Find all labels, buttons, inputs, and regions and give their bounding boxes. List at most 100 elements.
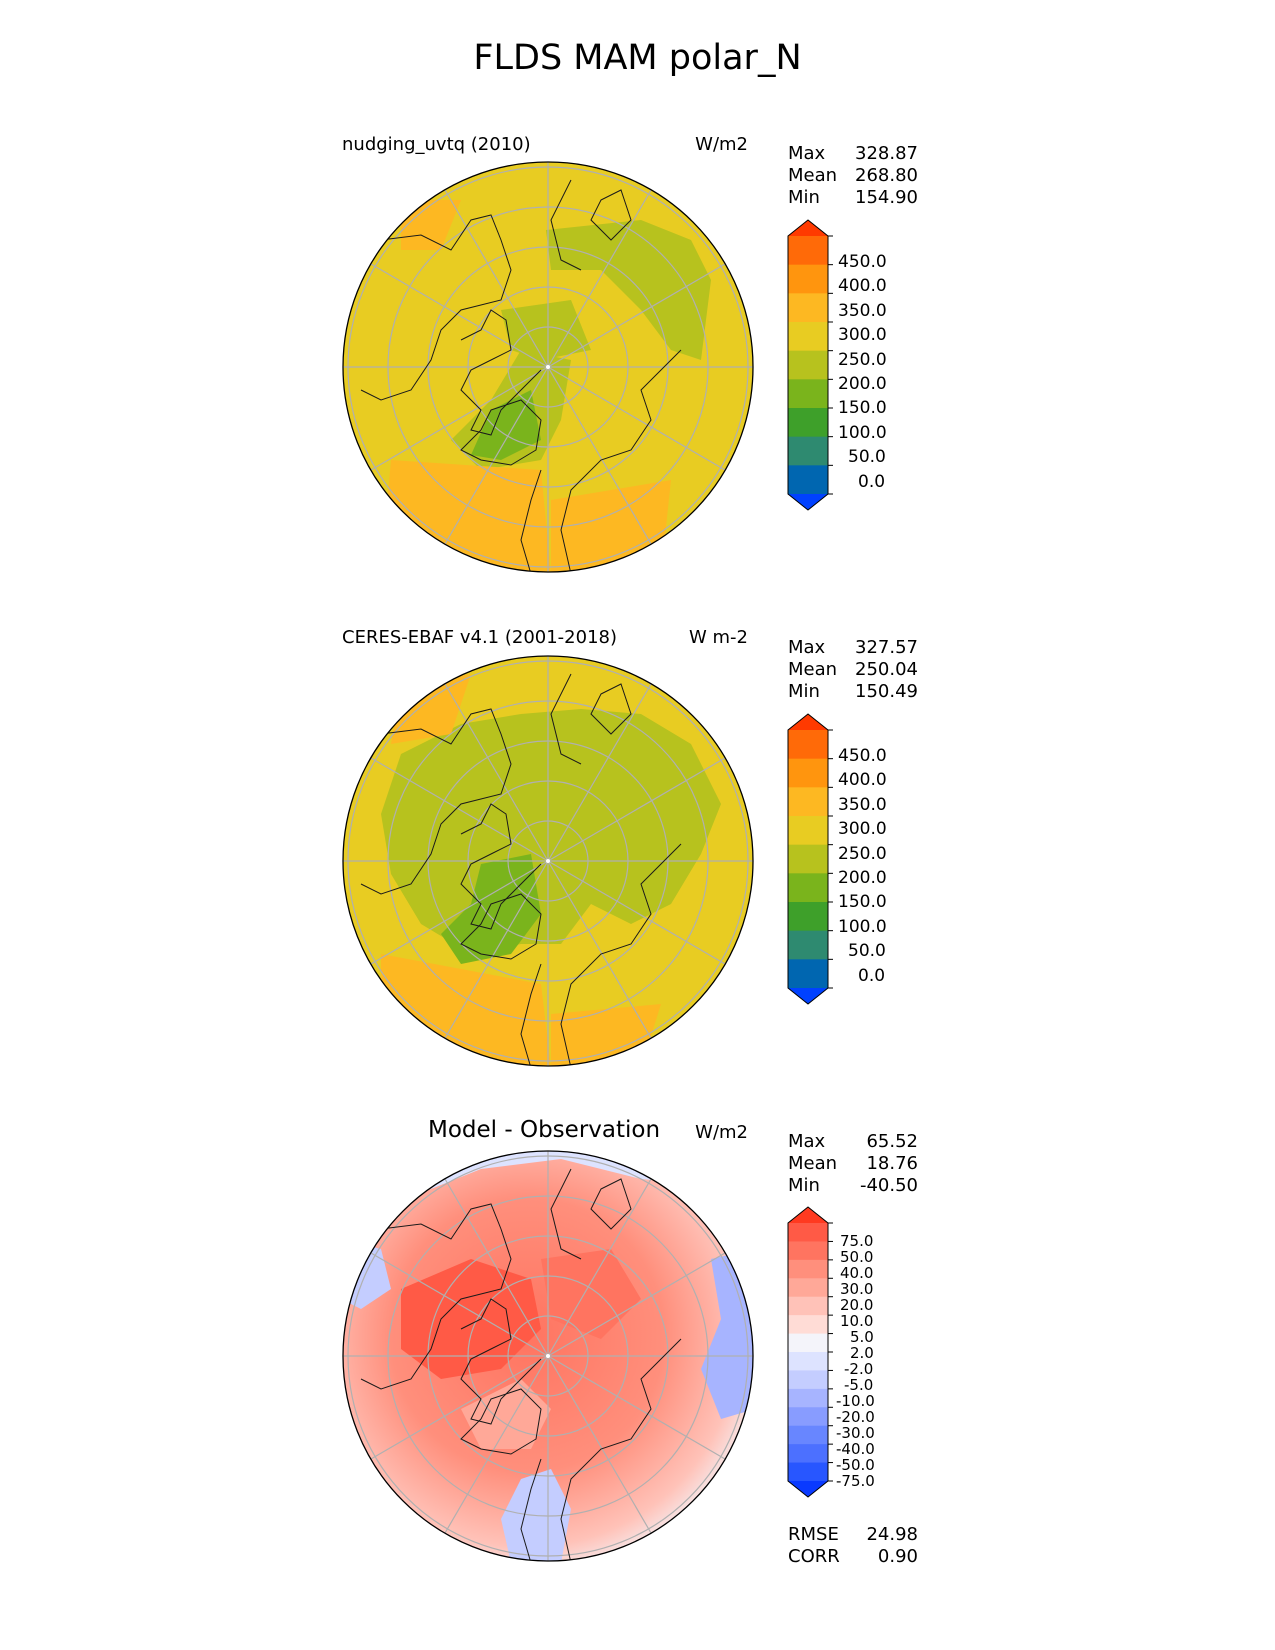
pole-marker <box>546 859 550 863</box>
pole-marker <box>546 1354 550 1358</box>
colorbar-tick-label: 150.0 <box>838 892 887 912</box>
colorbar-tick-label: 0.0 <box>858 966 886 986</box>
colorbar-segment <box>788 1296 828 1316</box>
panel-2-colorbar-labels: 450.0 400.0 350.0 300.0 250.0 200.0 150.… <box>836 714 916 1004</box>
panel-2-map <box>342 655 754 1067</box>
stat-mean: Mean 250.04 <box>788 659 918 680</box>
panel-3-stats: Max 65.52 Mean 18.76 Min -40.50 <box>788 1131 918 1197</box>
colorbar-tick-label: -10.0 <box>836 1392 875 1410</box>
colorbar-segment <box>788 730 828 760</box>
panel-3-title: Model - Observation <box>428 1117 661 1143</box>
colorbar-tick-label: -75.0 <box>836 1472 875 1490</box>
stat-max: Max 65.52 <box>788 1131 918 1152</box>
panel-2-colorbar <box>787 713 833 1005</box>
colorbar-segment <box>788 408 828 438</box>
colorbar-tick-label: -50.0 <box>836 1456 875 1474</box>
field-region <box>401 1259 541 1379</box>
colorbar-segment <box>788 436 828 466</box>
colorbar-tick-label: -2.0 <box>844 1360 874 1378</box>
colorbar-segment <box>788 1462 828 1482</box>
colorbar-segment <box>788 1315 828 1335</box>
colorbar-tick-label: 250.0 <box>838 844 887 864</box>
colorbar-segment <box>788 787 828 817</box>
colorbar-tick-label: 0.0 <box>858 472 886 492</box>
field-region <box>401 200 461 250</box>
colorbar-tick-label: 300.0 <box>838 325 887 345</box>
colorbar-extend-min <box>788 494 828 510</box>
colorbar-tick-label: 50.0 <box>848 447 886 467</box>
graticule <box>343 162 753 572</box>
stat-mean: Mean 18.76 <box>788 1153 918 1174</box>
colorbar-segment <box>788 322 828 352</box>
colorbar-segment <box>788 1333 828 1353</box>
colorbar-tick-label: -40.0 <box>836 1440 875 1458</box>
field-region <box>501 300 591 360</box>
colorbar-segment <box>788 1444 828 1464</box>
pole-marker <box>546 365 550 369</box>
colorbar-tick-label: 2.0 <box>850 1344 874 1362</box>
colorbar-segment <box>788 264 828 294</box>
colorbar-extend-min <box>788 1481 828 1497</box>
colorbar-segment <box>788 873 828 903</box>
stat-max: Max 327.57 <box>788 637 918 658</box>
colorbar-tick-label: 30.0 <box>840 1280 874 1298</box>
colorbar-tick-label: 5.0 <box>850 1328 874 1346</box>
map-boundary <box>342 1150 754 1562</box>
panel-3-colorbar-labels: 75.0 50.0 40.0 30.0 20.0 10.0 5.0 2.0 -2… <box>836 1207 916 1497</box>
colorbar-segment <box>788 1425 828 1445</box>
colorbar-segment <box>788 465 828 495</box>
colorbar-tick-label: 200.0 <box>838 868 887 888</box>
panel-3-colorbar <box>787 1206 833 1498</box>
metric-corr: CORR 0.90 <box>788 1546 918 1567</box>
panel-2-stats: Max 327.57 Mean 250.04 Min 150.49 <box>788 637 918 703</box>
field-region <box>546 220 711 360</box>
map-boundary <box>342 161 754 573</box>
colorbar-tick-label: -20.0 <box>836 1408 875 1426</box>
panel-1-colorbar-labels: 450.0 400.0 350.0 300.0 250.0 200.0 150.… <box>836 220 916 510</box>
colorbar-segment <box>788 902 828 932</box>
stat-min: Min 150.49 <box>788 681 918 702</box>
colorbar-segment <box>788 844 828 874</box>
stat-min: Min 154.90 <box>788 187 918 208</box>
field-region <box>381 709 721 954</box>
field-region <box>441 854 541 964</box>
colorbar-segment <box>788 1388 828 1408</box>
colorbar-extend-max <box>788 714 828 730</box>
metric-rmse: RMSE 24.98 <box>788 1524 918 1545</box>
stat-max: Max 328.87 <box>788 143 918 164</box>
colorbar-segment <box>788 1352 828 1372</box>
colorbar-tick-label: 50.0 <box>848 941 886 961</box>
colorbar-extend-max <box>788 1207 828 1223</box>
panel-3-units: W/m2 <box>695 1122 748 1143</box>
panel-3-map <box>342 1150 754 1562</box>
panel-2-title: CERES-EBAF v4.1 (2001-2018) <box>342 627 618 648</box>
colorbar-tick-label: 400.0 <box>838 276 887 296</box>
colorbar-segment <box>788 236 828 266</box>
colorbar-tick-label: 100.0 <box>838 917 887 937</box>
coastlines <box>360 673 682 1066</box>
colorbar-segment <box>788 1223 828 1243</box>
field-region <box>701 1249 753 1419</box>
panel-1-title: nudging_uvtq (2010) <box>342 134 531 155</box>
graticule <box>343 656 753 1066</box>
colorbar-tick-label: 100.0 <box>838 423 887 443</box>
colorbar-tick-label: 10.0 <box>840 1312 874 1330</box>
colorbar-tick-label: 250.0 <box>838 350 887 370</box>
coastlines <box>360 179 682 572</box>
colorbar-segment <box>788 1370 828 1390</box>
colorbar-segment <box>788 379 828 409</box>
panel-1-colorbar <box>787 219 833 511</box>
colorbar-segment <box>788 758 828 788</box>
colorbar-tick-label: 20.0 <box>840 1296 874 1314</box>
colorbar-segment <box>788 1407 828 1427</box>
colorbar-tick-label: 450.0 <box>838 746 887 766</box>
colorbar-extend-max <box>788 220 828 236</box>
colorbar-segment <box>788 1241 828 1261</box>
colorbar-extend-min <box>788 988 828 1004</box>
panel-1-units: W/m2 <box>695 134 748 155</box>
colorbar-segment <box>788 1278 828 1298</box>
colorbar-tick-label: 40.0 <box>840 1264 874 1282</box>
colorbar-segment <box>788 1259 828 1279</box>
map-boundary <box>342 655 754 1067</box>
colorbar-tick-label: 350.0 <box>838 301 887 321</box>
